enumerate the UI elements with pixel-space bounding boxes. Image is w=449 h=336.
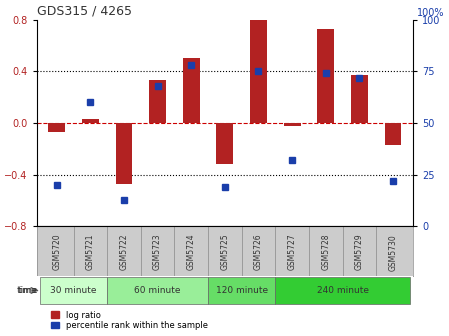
FancyBboxPatch shape	[107, 278, 208, 303]
Text: GSM5724: GSM5724	[187, 234, 196, 270]
Bar	[115, 123, 132, 184]
Legend: log ratio, percentile rank within the sample: log ratio, percentile rank within the sa…	[49, 309, 209, 332]
Bar	[317, 29, 334, 123]
Bar	[82, 119, 99, 123]
Text: time: time	[16, 286, 37, 295]
FancyBboxPatch shape	[40, 278, 107, 303]
Bar	[250, 20, 267, 123]
Text: GSM5728: GSM5728	[321, 234, 330, 270]
Text: GSM5729: GSM5729	[355, 234, 364, 270]
Text: GSM5725: GSM5725	[220, 234, 229, 270]
Text: GSM5720: GSM5720	[52, 234, 61, 270]
Bar	[149, 80, 166, 123]
FancyBboxPatch shape	[275, 278, 410, 303]
Text: GSM5721: GSM5721	[86, 234, 95, 270]
Text: GSM5726: GSM5726	[254, 234, 263, 270]
Bar	[284, 123, 300, 126]
Bar	[216, 123, 233, 164]
FancyBboxPatch shape	[208, 278, 275, 303]
Text: GSM5723: GSM5723	[153, 234, 162, 270]
Text: GSM5727: GSM5727	[288, 234, 297, 270]
Text: GSM5730: GSM5730	[388, 234, 397, 270]
Bar	[48, 123, 65, 132]
Bar	[385, 123, 401, 145]
Text: GDS315 / 4265: GDS315 / 4265	[36, 4, 132, 17]
Text: 60 minute: 60 minute	[134, 286, 181, 295]
Bar	[351, 75, 368, 123]
Text: time: time	[18, 286, 38, 295]
Text: 120 minute: 120 minute	[216, 286, 268, 295]
Text: 100%: 100%	[417, 8, 445, 18]
Text: 240 minute: 240 minute	[317, 286, 369, 295]
Text: 30 minute: 30 minute	[50, 286, 97, 295]
Bar	[183, 58, 200, 123]
Text: GSM5722: GSM5722	[119, 234, 128, 270]
